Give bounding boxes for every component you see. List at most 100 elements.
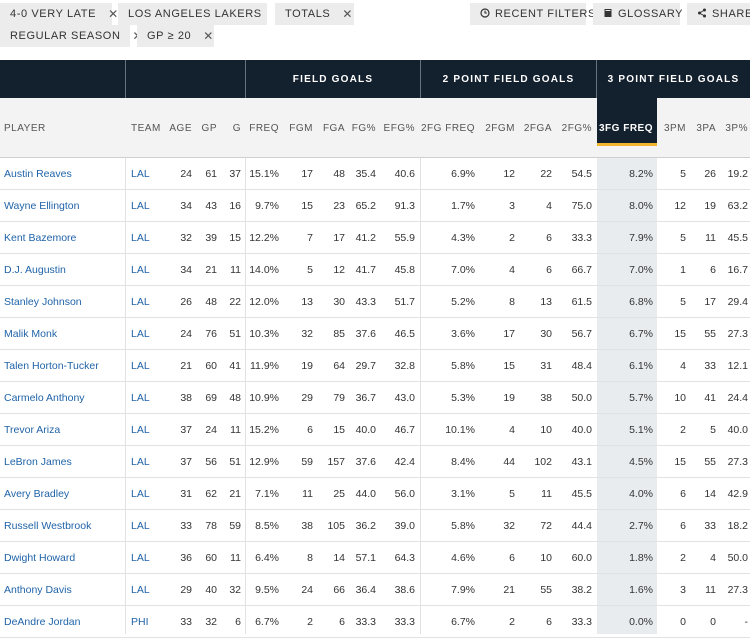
stat-cell-3pm: 2: [680, 552, 686, 564]
remove-filter-icon[interactable]: ✕: [342, 7, 354, 21]
team-link[interactable]: LAL: [131, 488, 150, 500]
player-link[interactable]: Stanley Johnson: [4, 296, 82, 308]
remove-filter-icon[interactable]: ✕: [203, 29, 214, 43]
stat-cell-2fg-freq: 1.7%: [451, 200, 475, 212]
filter-chip-season-type[interactable]: REGULAR SEASON ✕: [0, 25, 143, 47]
stat-cell-2fg-freq: 6.7%: [451, 616, 475, 628]
player-link[interactable]: Dwight Howard: [4, 552, 76, 564]
team-link[interactable]: LAL: [131, 296, 150, 308]
stat-cell-2fg-pct: 54.5: [571, 168, 592, 180]
stat-cell-efg-pct: 51.7: [394, 296, 415, 308]
group-two-point: 2 POINT FIELD GOALS: [442, 73, 575, 85]
remove-filter-icon[interactable]: ✕: [108, 7, 119, 21]
filter-chip-label: REGULAR SEASON: [10, 30, 121, 42]
column-header-team[interactable]: TEAM: [131, 122, 161, 134]
stat-cell-2fg-freq: 5.8%: [451, 360, 475, 372]
player-link[interactable]: LeBron James: [4, 456, 72, 468]
column-header-fga[interactable]: FGA: [322, 122, 345, 134]
stat-cell-fga: 30: [333, 296, 345, 308]
column-header-freq[interactable]: FREQ: [249, 122, 279, 134]
player-link[interactable]: DeAndre Jordan: [4, 616, 81, 628]
stat-cell-g: 15: [229, 232, 241, 244]
team-link[interactable]: LAL: [131, 520, 150, 532]
stat-cell-2fgm: 21: [503, 584, 515, 596]
stat-cell-3pm: 5: [680, 232, 686, 244]
team-link[interactable]: LAL: [131, 456, 150, 468]
stat-cell-gp: 61: [205, 168, 217, 180]
stat-cell-2fgm: 15: [503, 360, 515, 372]
stat-cell-fgm: 24: [301, 584, 313, 596]
stat-cell-2fgm: 17: [503, 328, 515, 340]
stat-cell-age: 33: [180, 520, 192, 532]
team-link[interactable]: LAL: [131, 168, 150, 180]
filter-chip-gp[interactable]: GP ≥ 20 ✕: [137, 25, 214, 47]
column-header-player[interactable]: PLAYER: [4, 122, 46, 134]
player-link[interactable]: D.J. Augustin: [4, 264, 66, 276]
stat-cell-efg-pct: 39.0: [394, 520, 415, 532]
stat-cell-3fg-freq: 5.7%: [629, 392, 653, 404]
team-link[interactable]: LAL: [131, 392, 150, 404]
stat-cell-2fg-pct: 43.1: [571, 456, 592, 468]
stat-cell-2fga: 13: [540, 296, 552, 308]
player-link[interactable]: Talen Horton-Tucker: [4, 360, 99, 372]
stat-cell-gp: 21: [205, 264, 217, 276]
recent-filters-button[interactable]: RECENT FILTERS: [470, 3, 595, 25]
column-header-3fg-freq[interactable]: 3FG FREQ: [598, 122, 653, 134]
stat-cell-3p-pct: 27.3: [727, 584, 748, 596]
team-link[interactable]: PHI: [131, 616, 149, 628]
team-link[interactable]: LAL: [131, 424, 150, 436]
filter-chip-period[interactable]: 4-0 VERY LATE ✕: [0, 3, 118, 25]
stat-cell-efg-pct: 45.8: [394, 264, 415, 276]
player-link[interactable]: Malik Monk: [4, 328, 58, 340]
filter-chip-label: 4-0 VERY LATE: [10, 8, 97, 20]
filter-chip-team[interactable]: LOS ANGELES LAKERS ✕: [118, 3, 284, 25]
stat-cell-freq: 10.9%: [249, 392, 279, 404]
glossary-button[interactable]: GLOSSARY: [593, 3, 683, 25]
player-link[interactable]: Anthony Davis: [4, 584, 72, 596]
stat-cell-fgm: 32: [301, 328, 313, 340]
stat-cell-freq: 12.9%: [249, 456, 279, 468]
column-header-2fg-freq[interactable]: 2FG FREQ: [420, 122, 475, 134]
stat-cell-fg-pct: 65.2: [355, 200, 376, 212]
column-header-3pm[interactable]: 3PM: [663, 122, 686, 134]
team-link[interactable]: LAL: [131, 584, 150, 596]
player-link[interactable]: Russell Westbrook: [4, 520, 92, 532]
column-header-3pa[interactable]: 3PA: [696, 122, 716, 134]
stat-cell-3pm: 6: [680, 520, 686, 532]
column-header-gp[interactable]: GP: [201, 122, 217, 134]
team-link[interactable]: LAL: [131, 328, 150, 340]
column-header-3p-pct[interactable]: 3P%: [725, 122, 748, 134]
column-header-2fga[interactable]: 2FGA: [523, 122, 552, 134]
column-header-age[interactable]: AGE: [169, 122, 192, 134]
player-link[interactable]: Trevor Ariza: [4, 424, 61, 436]
column-header-fg-pct[interactable]: FG%: [351, 122, 376, 134]
stat-cell-gp: 32: [205, 616, 217, 628]
team-link[interactable]: LAL: [131, 264, 150, 276]
column-header-2fgm[interactable]: 2FGM: [485, 122, 515, 134]
player-link[interactable]: Wayne Ellington: [4, 200, 80, 212]
stat-cell-2fgm: 2: [509, 616, 515, 628]
share-button[interactable]: SHARE: [687, 3, 750, 25]
stat-cell-gp: 39: [205, 232, 217, 244]
stat-cell-2fg-freq: 5.3%: [451, 392, 475, 404]
stat-cell-freq: 12.0%: [249, 296, 279, 308]
player-link[interactable]: Carmelo Anthony: [4, 392, 85, 404]
column-header-2fg-pct[interactable]: 2FG%: [561, 122, 592, 134]
column-header-efg-pct[interactable]: EFG%: [383, 122, 415, 134]
stat-cell-fgm: 6: [307, 424, 313, 436]
stat-cell-gp: 62: [205, 488, 217, 500]
team-link[interactable]: LAL: [131, 232, 150, 244]
stat-cell-freq: 8.5%: [255, 520, 279, 532]
team-link[interactable]: LAL: [131, 552, 150, 564]
team-link[interactable]: LAL: [131, 360, 150, 372]
player-link[interactable]: Austin Reaves: [4, 168, 72, 180]
column-header-g[interactable]: G: [232, 122, 241, 134]
stat-cell-2fga: 31: [540, 360, 552, 372]
player-link[interactable]: Kent Bazemore: [4, 232, 77, 244]
column-header-fgm[interactable]: FGM: [289, 122, 313, 134]
stat-cell-freq: 11.9%: [250, 360, 279, 372]
player-link[interactable]: Avery Bradley: [4, 488, 70, 500]
team-link[interactable]: LAL: [131, 200, 150, 212]
stat-cell-freq: 10.3%: [249, 328, 279, 340]
filter-chip-totals[interactable]: TOTALS ✕: [275, 3, 354, 25]
